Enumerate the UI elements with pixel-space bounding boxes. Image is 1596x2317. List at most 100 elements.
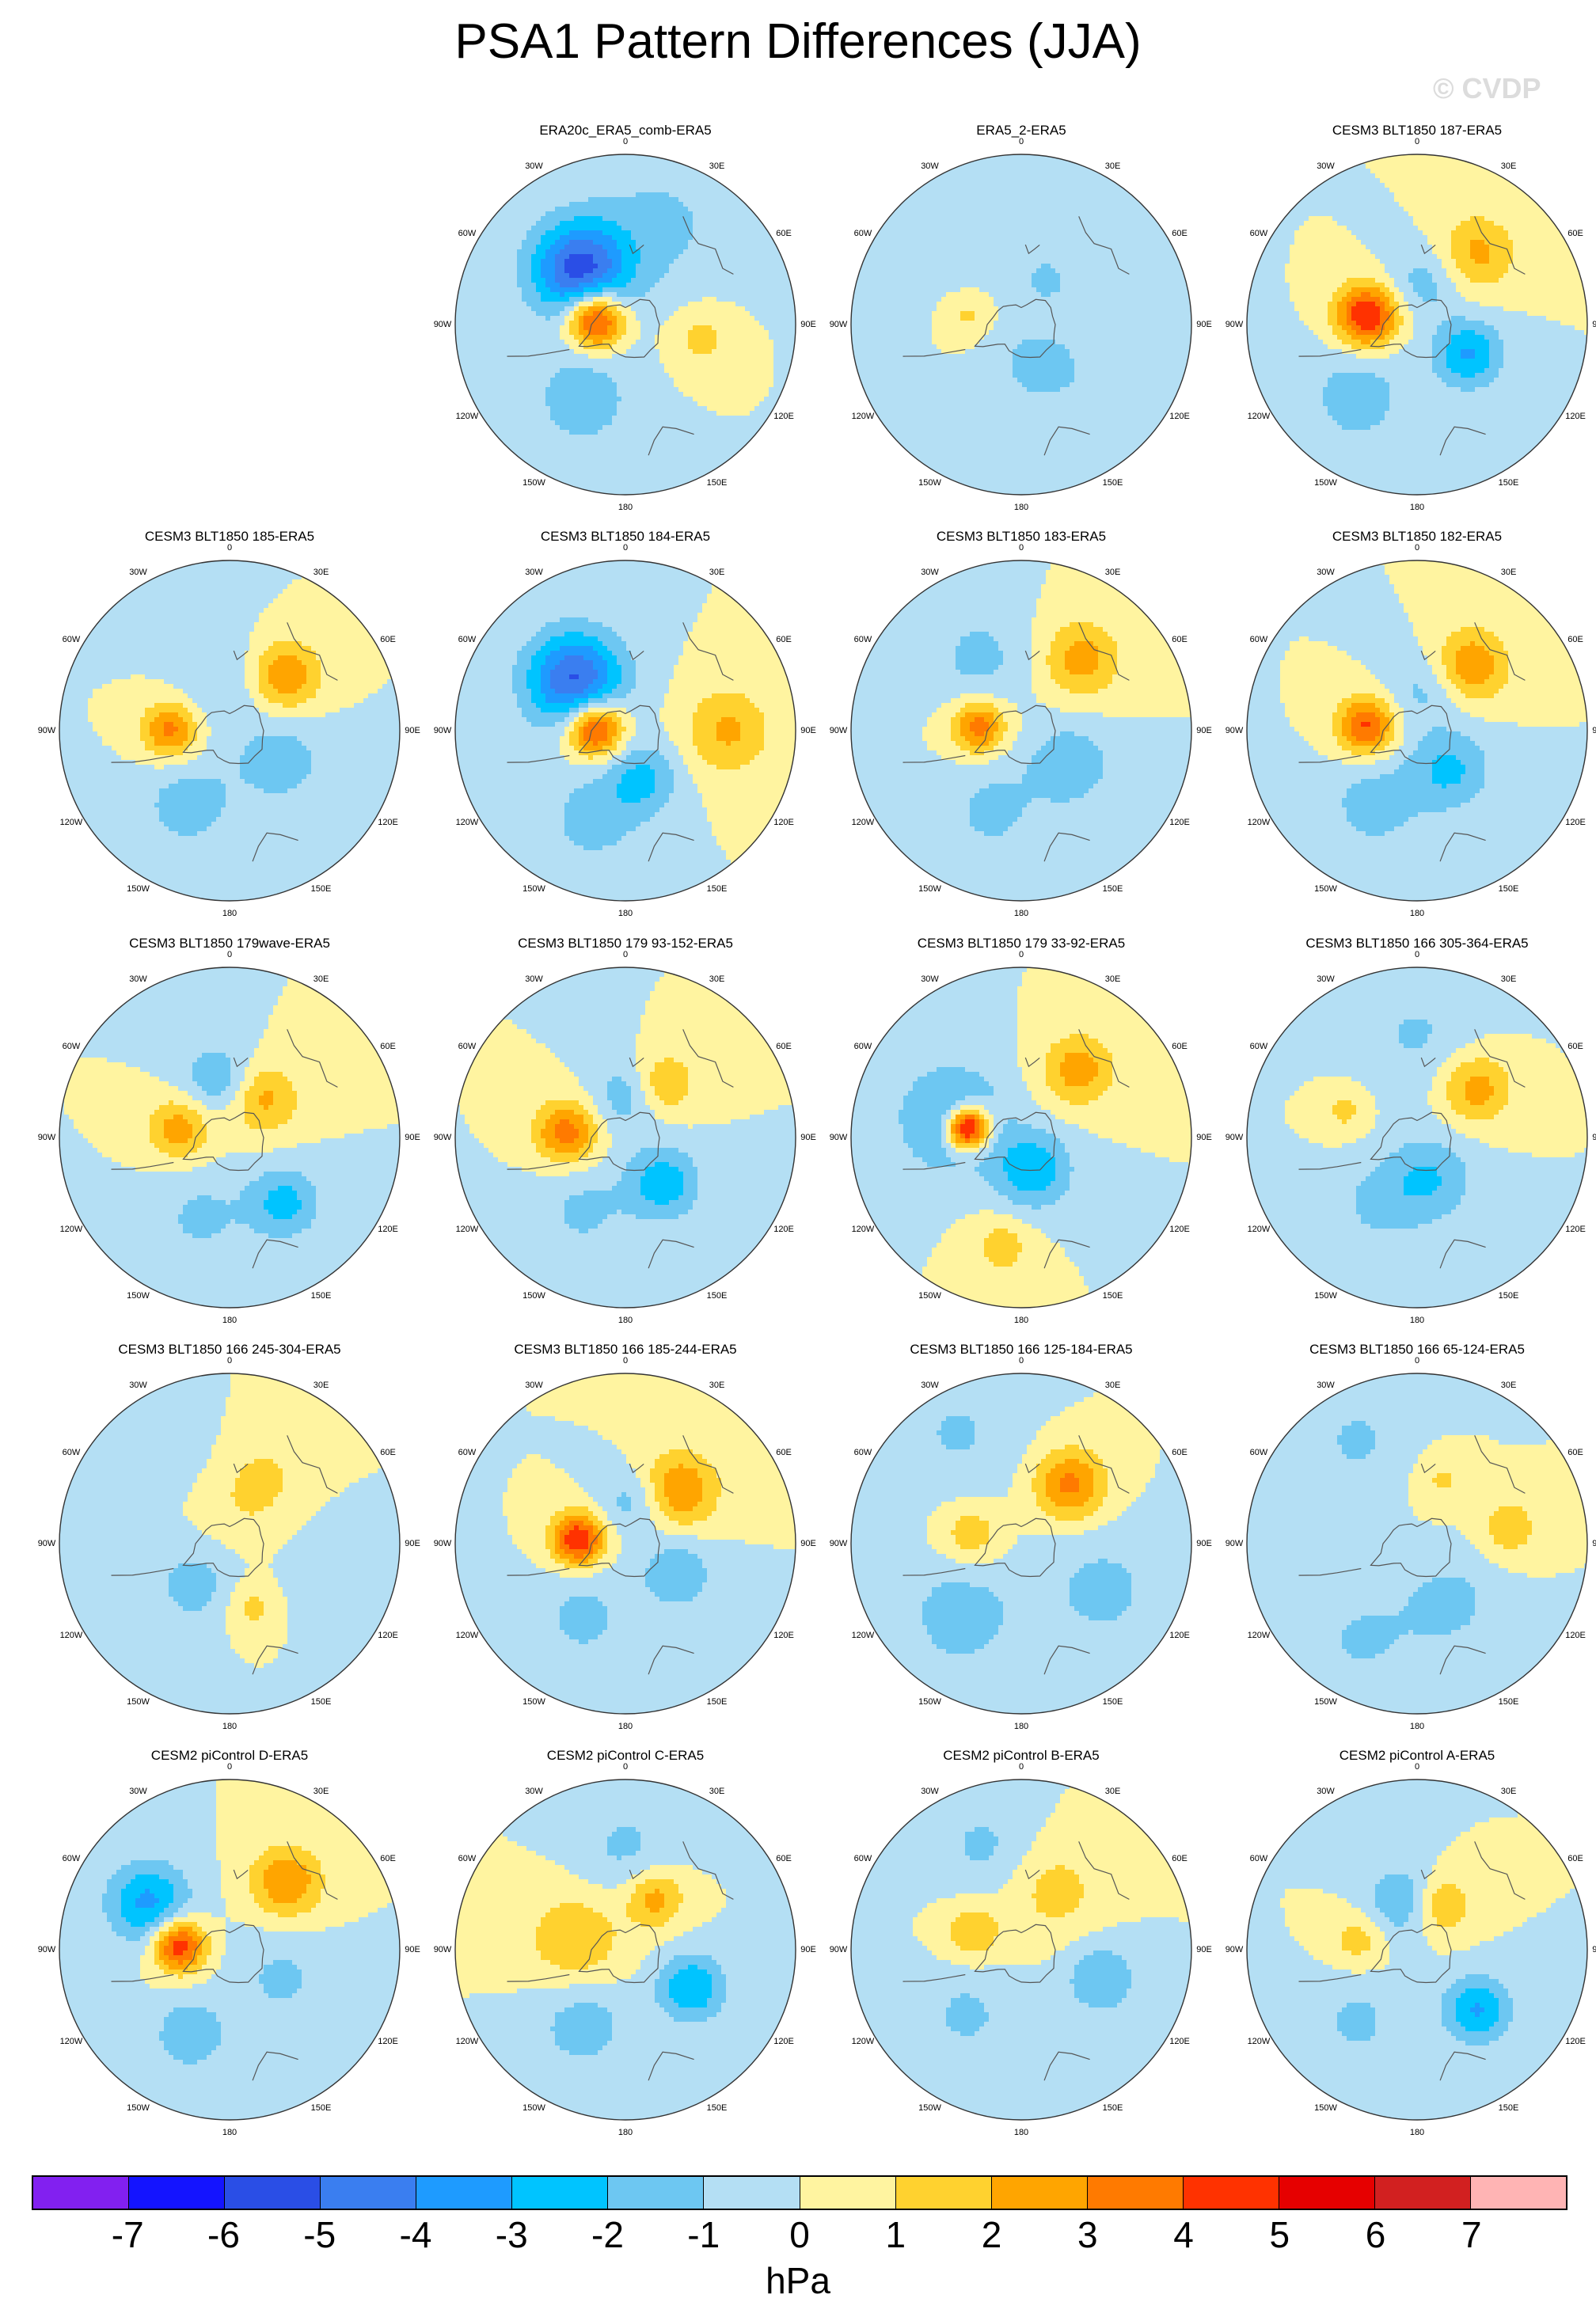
map-panel: CESM3 BLT1850 183-ERA5 0 30E 60E 90E 120E 150E… [823, 533, 1219, 929]
colorbar-box [321, 2177, 416, 2209]
colorbar [32, 2175, 1568, 2210]
longitude-label: 30W [525, 1787, 543, 1796]
polar-map [428, 940, 823, 1335]
longitude-label: 90E [405, 1133, 420, 1142]
longitude-label: 30W [921, 974, 939, 984]
longitude-label: 60E [380, 1042, 396, 1051]
colorbar-tick-label: -3 [496, 2213, 528, 2256]
colorbar-box [1184, 2177, 1279, 2209]
longitude-label: 60E [1568, 635, 1583, 644]
colorbar-box [896, 2177, 992, 2209]
longitude-label: 120W [1248, 1631, 1271, 1640]
longitude-label: 60W [458, 1854, 477, 1863]
longitude-label: 30E [1105, 1381, 1121, 1390]
colorbar-box [33, 2177, 129, 2209]
pressure-field [455, 1373, 798, 1716]
pressure-field [59, 1373, 402, 1716]
longitude-label: 180 [1410, 1722, 1424, 1731]
longitude-label: 0 [623, 1762, 628, 1772]
longitude-label: 90W [434, 320, 452, 329]
longitude-label: 30E [1501, 1381, 1517, 1390]
longitude-label: 150W [918, 884, 941, 894]
longitude-label: 120W [1248, 1225, 1271, 1234]
pressure-field [1247, 154, 1590, 497]
longitude-label: 150E [1103, 1697, 1123, 1707]
colorbar-unit-label: hPa [0, 2259, 1596, 2302]
longitude-label: 120W [60, 1225, 83, 1234]
longitude-label: 30W [525, 161, 543, 171]
longitude-label: 150E [1499, 1697, 1519, 1707]
polar-map [823, 940, 1219, 1335]
longitude-label: 0 [227, 1762, 232, 1772]
pressure-field [59, 560, 402, 903]
longitude-label: 90W [830, 1133, 848, 1142]
longitude-label: 120W [60, 1631, 83, 1640]
longitude-label: 120W [60, 818, 83, 827]
longitude-label: 120W [456, 818, 479, 827]
longitude-label: 150E [707, 2103, 728, 2113]
pressure-field [455, 154, 798, 497]
longitude-label: 30E [709, 568, 725, 577]
map-panel: CESM3 BLT1850 187-ERA5030E60E90E120E150E… [1219, 127, 1596, 522]
longitude-label: 30E [1105, 974, 1121, 984]
longitude-label: 120E [773, 1631, 794, 1640]
longitude-label: 60W [854, 1042, 872, 1051]
longitude-label: 150W [1314, 884, 1337, 894]
pressure-field [851, 1373, 1194, 1716]
colorbar-tick-label: -5 [303, 2213, 336, 2256]
longitude-label: 150E [1499, 884, 1519, 894]
longitude-label: 90E [1196, 726, 1212, 735]
longitude-label: 120W [852, 412, 875, 421]
pressure-field [851, 560, 1194, 903]
colorbar-tick-label: 0 [789, 2213, 810, 2256]
longitude-label: 150W [127, 1291, 150, 1301]
longitude-label: 120E [1169, 1631, 1190, 1640]
map-panel: CESM3 BLT1850 184-ERA5 0 30E 60E 90E 120E 150E… [428, 533, 823, 929]
longitude-label: 150E [311, 884, 332, 894]
colorbar-box [512, 2177, 608, 2209]
longitude-label: 90W [1226, 726, 1244, 735]
longitude-label: 60E [1172, 229, 1188, 238]
longitude-label: 120E [1169, 412, 1190, 421]
polar-map [823, 1346, 1219, 1742]
colorbar-box [1471, 2177, 1566, 2209]
longitude-label: 60E [776, 229, 792, 238]
longitude-label: 120E [1565, 1631, 1586, 1640]
longitude-label: 120W [852, 1631, 875, 1640]
polar-map [823, 127, 1219, 522]
longitude-label: 150E [1103, 2103, 1123, 2113]
pressure-field [455, 1780, 798, 2122]
longitude-label: 150E [1499, 1291, 1519, 1301]
colorbar-tick-label: 5 [1269, 2213, 1290, 2256]
longitude-label: 150W [918, 2103, 941, 2113]
longitude-label: 150E [1103, 1291, 1123, 1301]
longitude-label: 0 [1415, 1356, 1419, 1366]
longitude-label: 180 [1014, 1316, 1028, 1325]
longitude-label: 180 [222, 1722, 237, 1731]
longitude-label: 90W [38, 1539, 56, 1548]
longitude-label: 120W [1248, 412, 1271, 421]
longitude-label: 60E [776, 1854, 792, 1863]
colorbar-box [608, 2177, 704, 2209]
longitude-label: 0 [1415, 543, 1419, 553]
pressure-field [1247, 967, 1590, 1310]
longitude-label: 120W [60, 2037, 83, 2046]
colorbar-tick-label: 3 [1077, 2213, 1098, 2256]
longitude-label: 60W [63, 1448, 81, 1457]
longitude-label: 150W [1314, 2103, 1337, 2113]
longitude-label: 120E [773, 412, 794, 421]
longitude-label: 150E [311, 1697, 332, 1707]
pressure-field [851, 1780, 1194, 2122]
longitude-label: 90E [800, 1133, 816, 1142]
longitude-label: 180 [222, 909, 237, 918]
longitude-label: 150W [522, 884, 545, 894]
longitude-label: 30W [1317, 568, 1335, 577]
longitude-label: 90E [800, 1945, 816, 1954]
longitude-label: 60E [776, 1448, 792, 1457]
longitude-label: 90E [405, 1945, 420, 1954]
pressure-field [59, 967, 402, 1310]
longitude-label: 90E [1196, 320, 1212, 329]
longitude-label: 30E [314, 568, 329, 577]
longitude-label: 150E [1499, 2103, 1519, 2113]
